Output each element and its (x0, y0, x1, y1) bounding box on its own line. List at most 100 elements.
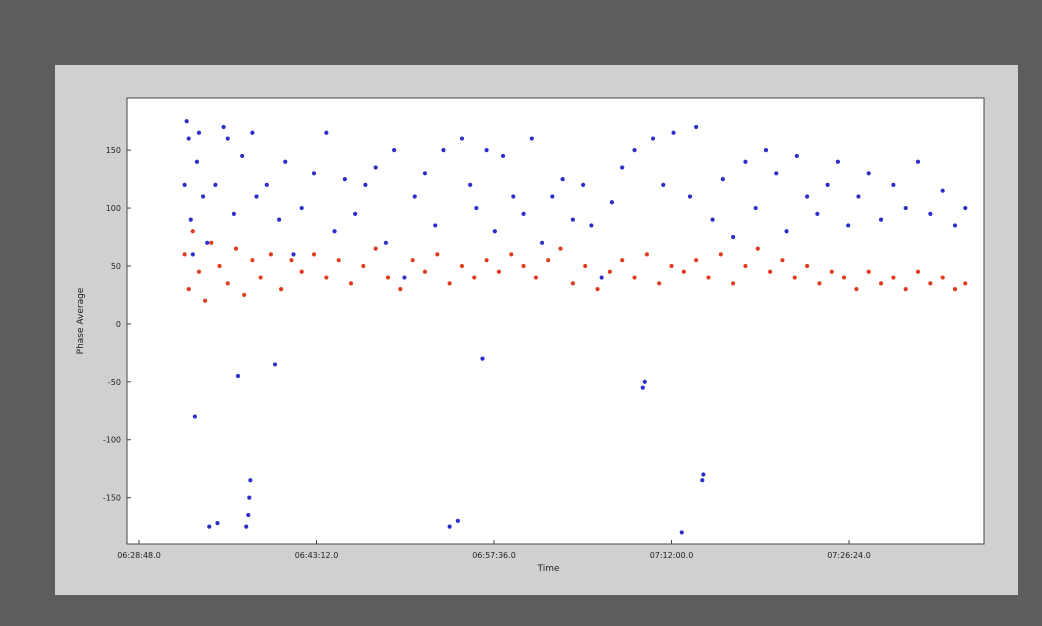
data-point (768, 269, 773, 274)
data-point (620, 258, 625, 263)
data-point (221, 124, 226, 130)
data-point (940, 275, 945, 280)
x-axis-label: Time (536, 564, 559, 574)
data-point (731, 234, 736, 240)
data-point (774, 171, 779, 176)
data-point (720, 176, 725, 182)
data-point (599, 275, 604, 280)
data-point (383, 240, 389, 245)
data-point (878, 281, 884, 286)
data-point (815, 211, 820, 216)
data-point (706, 275, 711, 280)
data-point (856, 194, 861, 199)
data-point (681, 269, 686, 274)
data-point (272, 362, 278, 367)
data-point (915, 269, 921, 274)
data-point (283, 159, 288, 164)
data-point (186, 136, 191, 141)
data-point (468, 182, 473, 187)
data-point (433, 223, 438, 228)
data-point (718, 252, 723, 257)
data-point (215, 521, 220, 526)
data-point (410, 258, 415, 263)
data-point (196, 269, 202, 274)
data-point (644, 252, 649, 257)
data-point (353, 211, 358, 216)
data-point (363, 182, 368, 187)
data-point (209, 240, 214, 245)
data-point (472, 275, 477, 280)
data-point (511, 194, 516, 199)
data-point (217, 263, 222, 269)
data-point (952, 223, 958, 228)
data-point (235, 373, 241, 379)
data-point (291, 252, 296, 257)
data-point (570, 217, 575, 222)
data-point (484, 258, 489, 263)
data-point (539, 240, 545, 245)
data-point (846, 223, 851, 228)
data-point (194, 159, 200, 164)
data-point (620, 165, 625, 170)
data-point (841, 275, 847, 280)
data-point (952, 287, 958, 292)
data-point (866, 171, 871, 176)
data-point (595, 287, 600, 292)
data-point (392, 148, 397, 153)
data-point (640, 385, 645, 390)
data-point (755, 246, 760, 251)
data-point (650, 136, 656, 141)
data-point (492, 229, 497, 234)
data-point (225, 281, 230, 286)
data-point (817, 281, 822, 286)
data-point (246, 512, 251, 518)
data-point (581, 182, 586, 187)
data-point (632, 148, 637, 153)
x-tick-label: 06:57:36.0 (472, 551, 516, 560)
x-axis: 06:28:48.0 06:43:12.0 06:57:36.0 07:12:00.0… (117, 540, 871, 560)
data-point (835, 159, 841, 164)
data-point (373, 246, 378, 251)
data-points (182, 119, 968, 535)
data-point (324, 275, 329, 280)
data-point (825, 182, 830, 187)
data-point (940, 188, 945, 193)
data-point (607, 269, 612, 274)
data-point (963, 205, 968, 211)
x-tick-label: 06:28:48.0 (117, 551, 161, 560)
data-point (558, 246, 563, 251)
data-point (701, 472, 706, 477)
data-point (225, 136, 230, 141)
data-point (324, 130, 329, 135)
data-point (694, 258, 699, 263)
data-point (694, 124, 699, 130)
y-tick-label: -100 (103, 436, 121, 445)
data-point (661, 182, 666, 187)
plot-area (126, 97, 985, 545)
data-point (794, 153, 799, 159)
data-point (792, 275, 797, 280)
data-point (373, 165, 378, 170)
data-point (233, 246, 239, 251)
data-point (361, 263, 366, 269)
data-point (441, 148, 446, 153)
data-point (412, 194, 417, 199)
data-point (669, 263, 674, 269)
data-point (264, 182, 269, 187)
data-point (402, 275, 407, 280)
data-point (258, 275, 263, 280)
data-point (455, 518, 460, 523)
data-point (804, 194, 810, 199)
data-point (279, 287, 284, 292)
data-point (679, 530, 684, 535)
data-point (299, 269, 304, 274)
scatter-chart: 150 100 50 0 -50 -100 -150 06:28:48.0 06:43:12.… (76, 97, 985, 574)
y-axis: 150 100 50 0 -50 -100 -150 (103, 146, 131, 503)
data-point (244, 524, 249, 529)
data-point (671, 130, 676, 135)
data-point (203, 298, 208, 303)
data-point (200, 194, 206, 199)
y-tick-label: 150 (106, 146, 121, 155)
data-point (480, 356, 485, 361)
data-point (254, 194, 259, 199)
